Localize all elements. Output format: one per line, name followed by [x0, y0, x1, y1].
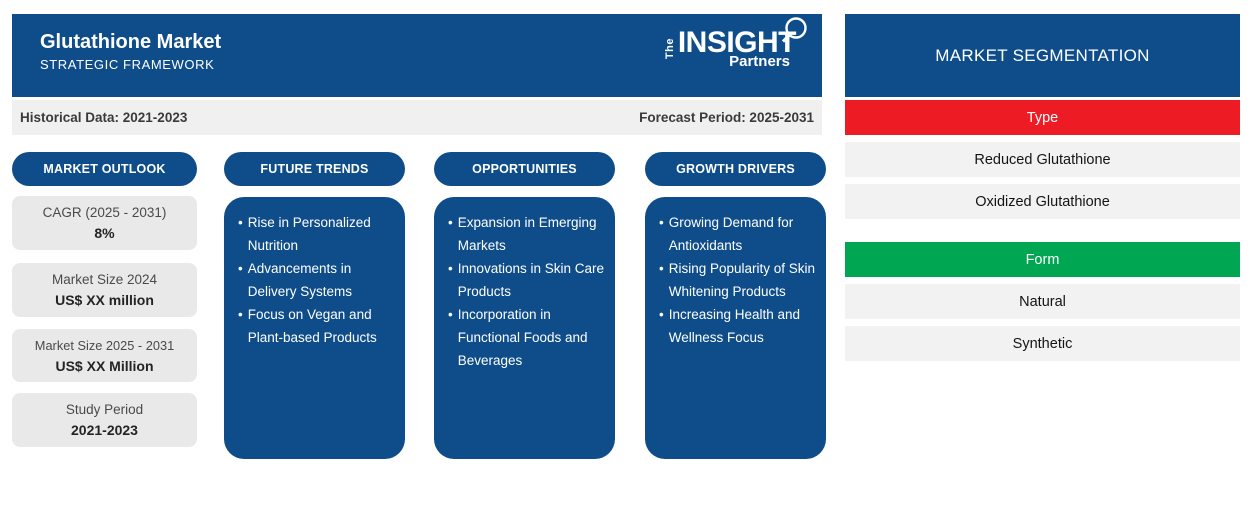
bullet-icon: • — [448, 215, 453, 230]
opportunities-pill: OPPORTUNITIES — [434, 152, 615, 186]
bullet-icon: • — [238, 215, 243, 230]
bullet-icon: • — [238, 261, 243, 276]
insight-partners-logo: The INSIGHT Partners — [663, 17, 807, 70]
list-item-text: Growing Demand for Antioxidants — [668, 215, 794, 253]
bullet-icon: • — [659, 261, 664, 276]
list-item-text: Rise in Personalized Nutrition — [247, 215, 371, 253]
segment-item-reduced-glutathione: Reduced Glutathione — [845, 142, 1240, 177]
market-segmentation-header: MARKET SEGMENTATION — [845, 14, 1240, 97]
bullet-icon: • — [238, 307, 243, 322]
growth-drivers-box: • Growing Demand for Antioxidants • Risi… — [645, 197, 826, 459]
stat-card-market-size-2025-2031: Market Size 2025 - 2031 US$ XX Million — [12, 329, 197, 382]
segment-item-oxidized-glutathione: Oxidized Glutathione — [845, 184, 1240, 219]
stat-label: Market Size 2025 - 2031 — [34, 338, 175, 353]
list-item-text: Rising Popularity of Skin Whitening Prod… — [668, 261, 816, 299]
list-item-text: Incorporation in Functional Foods and Be… — [457, 307, 588, 368]
segment-item-label: Reduced Glutathione — [974, 151, 1111, 168]
segment-group-label: Form — [1025, 251, 1060, 268]
list-item-text: Expansion in Emerging Markets — [457, 215, 597, 253]
bullet-icon: • — [448, 261, 453, 276]
page-title: Glutathione Market — [40, 31, 222, 53]
page-subtitle: STRATEGIC FRAMEWORK — [40, 57, 215, 72]
list-item: • Increasing Health and Wellness Focus — [659, 303, 818, 349]
list-item-text: Focus on Vegan and Plant-based Products — [247, 307, 377, 345]
segment-item-label: Oxidized Glutathione — [975, 193, 1110, 210]
stat-value: 2021-2023 — [71, 422, 138, 438]
historical-data-label: Historical Data: 2021-2023 — [20, 110, 188, 125]
bullet-icon: • — [659, 215, 664, 230]
market-outlook-label: MARKET OUTLOOK — [43, 162, 166, 176]
logo-insight-text: INSIGHT — [677, 26, 797, 59]
list-item: • Innovations in Skin Care Products — [448, 257, 607, 303]
list-item: • Incorporation in Functional Foods and … — [448, 303, 607, 372]
opportunities-box: • Expansion in Emerging Markets • Innova… — [434, 197, 615, 459]
segment-group-type: Type — [845, 100, 1240, 135]
list-item: • Focus on Vegan and Plant-based Product… — [238, 303, 397, 349]
list-item: • Rising Popularity of Skin Whitening Pr… — [659, 257, 818, 303]
segment-item-label: Synthetic — [1012, 335, 1073, 352]
stat-card-study-period: Study Period 2021-2023 — [12, 393, 197, 447]
segment-group-label: Type — [1026, 109, 1059, 126]
growth-drivers-label: GROWTH DRIVERS — [676, 162, 795, 176]
market-outlook-pill: MARKET OUTLOOK — [12, 152, 197, 186]
segment-item-natural: Natural — [845, 284, 1240, 319]
logo-the-text: The — [663, 37, 676, 60]
list-item: • Rise in Personalized Nutrition — [238, 211, 397, 257]
market-segmentation-title: MARKET SEGMENTATION — [935, 45, 1150, 65]
bullet-icon: • — [659, 307, 664, 322]
magnifier-icon — [781, 17, 807, 43]
logo-partners-text: Partners — [729, 53, 790, 70]
growth-drivers-pill: GROWTH DRIVERS — [645, 152, 826, 186]
list-item-text: Advancements in Delivery Systems — [247, 261, 353, 299]
future-trends-pill: FUTURE TRENDS — [224, 152, 405, 186]
forecast-period-label: Forecast Period: 2025-2031 — [639, 110, 814, 125]
logo-body: INSIGHT Partners — [677, 17, 807, 70]
list-item: • Advancements in Delivery Systems — [238, 257, 397, 303]
header-text: Glutathione Market STRATEGIC FRAMEWORK — [40, 30, 221, 72]
stat-card-cagr: CAGR (2025 - 2031) 8% — [12, 196, 197, 250]
header-banner: Glutathione Market STRATEGIC FRAMEWORK T… — [12, 14, 822, 97]
stat-card-market-size-2024: Market Size 2024 US$ XX million — [12, 263, 197, 317]
segment-group-form: Form — [845, 242, 1240, 277]
stat-value: 8% — [94, 225, 115, 241]
stat-label: Study Period — [65, 402, 144, 417]
stat-value: US$ XX Million — [55, 358, 154, 374]
list-item-text: Increasing Health and Wellness Focus — [668, 307, 801, 345]
segment-item-synthetic: Synthetic — [845, 326, 1240, 361]
stat-label: CAGR (2025 - 2031) — [42, 205, 167, 220]
future-trends-label: FUTURE TRENDS — [260, 162, 369, 176]
stat-label: Market Size 2024 — [51, 272, 158, 287]
bullet-icon: • — [448, 307, 453, 322]
list-item: • Expansion in Emerging Markets — [448, 211, 607, 257]
list-item-text: Innovations in Skin Care Products — [457, 261, 605, 299]
list-item: • Growing Demand for Antioxidants — [659, 211, 818, 257]
segment-item-label: Natural — [1019, 293, 1066, 310]
future-trends-box: • Rise in Personalized Nutrition • Advan… — [224, 197, 405, 459]
period-bar: Historical Data: 2021-2023 Forecast Peri… — [12, 100, 822, 135]
stat-value: US$ XX million — [55, 292, 154, 308]
opportunities-label: OPPORTUNITIES — [472, 162, 577, 176]
